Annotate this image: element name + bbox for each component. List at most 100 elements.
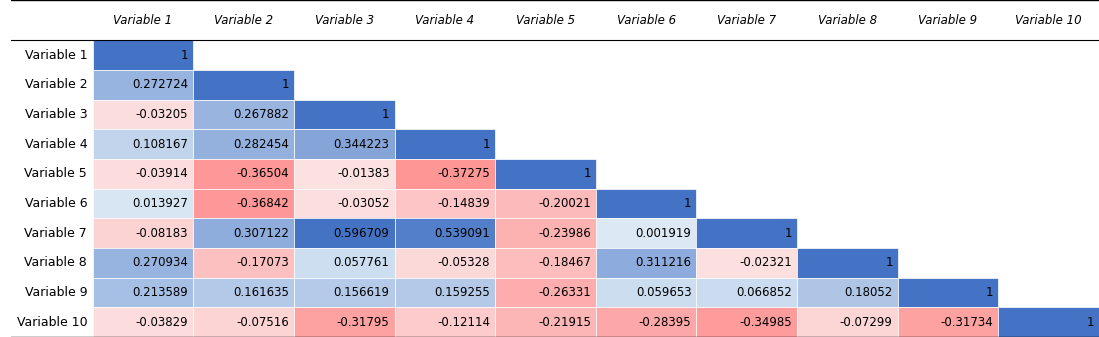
Text: -0.03829: -0.03829 <box>135 316 188 329</box>
Text: -0.14839: -0.14839 <box>437 197 490 210</box>
Text: 1: 1 <box>785 227 792 240</box>
Text: 0.066852: 0.066852 <box>736 286 792 299</box>
FancyBboxPatch shape <box>496 218 596 248</box>
FancyBboxPatch shape <box>293 218 395 248</box>
Text: -0.01383: -0.01383 <box>337 167 389 180</box>
FancyBboxPatch shape <box>92 159 193 189</box>
FancyBboxPatch shape <box>293 248 395 278</box>
FancyBboxPatch shape <box>898 278 998 307</box>
Text: -0.20021: -0.20021 <box>539 197 591 210</box>
Text: -0.03914: -0.03914 <box>135 167 188 180</box>
FancyBboxPatch shape <box>496 159 596 189</box>
FancyBboxPatch shape <box>496 278 596 307</box>
FancyBboxPatch shape <box>596 248 697 278</box>
Text: Variable 6: Variable 6 <box>617 14 676 27</box>
Text: 1: 1 <box>382 108 389 121</box>
FancyBboxPatch shape <box>496 248 596 278</box>
Text: 0.270934: 0.270934 <box>132 256 188 269</box>
FancyBboxPatch shape <box>998 307 1099 337</box>
Text: Variable 2: Variable 2 <box>24 79 87 91</box>
FancyBboxPatch shape <box>92 307 193 337</box>
Text: -0.21915: -0.21915 <box>537 316 591 329</box>
Text: -0.23986: -0.23986 <box>539 227 591 240</box>
Text: -0.07299: -0.07299 <box>840 316 892 329</box>
Text: -0.02321: -0.02321 <box>740 256 792 269</box>
Text: 1: 1 <box>584 167 591 180</box>
Text: 0.156619: 0.156619 <box>333 286 389 299</box>
FancyBboxPatch shape <box>193 129 293 159</box>
FancyBboxPatch shape <box>92 189 193 218</box>
Text: 0.18052: 0.18052 <box>844 286 892 299</box>
Text: Variable 4: Variable 4 <box>415 14 475 27</box>
FancyBboxPatch shape <box>596 218 697 248</box>
Text: Variable 8: Variable 8 <box>24 256 87 269</box>
Text: -0.17073: -0.17073 <box>236 256 289 269</box>
FancyBboxPatch shape <box>395 159 496 189</box>
Text: 1: 1 <box>684 197 691 210</box>
FancyBboxPatch shape <box>697 248 797 278</box>
Text: Variable 3: Variable 3 <box>314 14 374 27</box>
Text: 1: 1 <box>482 138 490 151</box>
Text: Variable 9: Variable 9 <box>24 286 87 299</box>
FancyBboxPatch shape <box>193 100 293 129</box>
FancyBboxPatch shape <box>92 278 193 307</box>
Text: Variable 10: Variable 10 <box>1015 14 1083 27</box>
Text: 0.161635: 0.161635 <box>233 286 289 299</box>
Text: Variable 10: Variable 10 <box>16 316 87 329</box>
Text: 0.057761: 0.057761 <box>334 256 389 269</box>
FancyBboxPatch shape <box>193 218 293 248</box>
Text: -0.34985: -0.34985 <box>740 316 792 329</box>
Text: Variable 1: Variable 1 <box>113 14 173 27</box>
FancyBboxPatch shape <box>92 40 193 70</box>
Text: -0.31734: -0.31734 <box>941 316 993 329</box>
Text: 0.108167: 0.108167 <box>132 138 188 151</box>
FancyBboxPatch shape <box>496 189 596 218</box>
FancyBboxPatch shape <box>193 159 293 189</box>
FancyBboxPatch shape <box>697 278 797 307</box>
Text: Variable 5: Variable 5 <box>515 14 575 27</box>
FancyBboxPatch shape <box>92 218 193 248</box>
Text: 0.159255: 0.159255 <box>434 286 490 299</box>
Text: -0.28395: -0.28395 <box>639 316 691 329</box>
Text: -0.36504: -0.36504 <box>236 167 289 180</box>
Text: -0.18467: -0.18467 <box>537 256 591 269</box>
FancyBboxPatch shape <box>193 278 293 307</box>
Text: -0.03205: -0.03205 <box>135 108 188 121</box>
Text: -0.31795: -0.31795 <box>336 316 389 329</box>
FancyBboxPatch shape <box>193 248 293 278</box>
FancyBboxPatch shape <box>92 100 193 129</box>
Text: Variable 5: Variable 5 <box>24 167 87 180</box>
FancyBboxPatch shape <box>797 248 898 278</box>
FancyBboxPatch shape <box>92 248 193 278</box>
Text: -0.36842: -0.36842 <box>236 197 289 210</box>
Text: Variable 1: Variable 1 <box>24 49 87 62</box>
Text: -0.26331: -0.26331 <box>539 286 591 299</box>
Text: 1: 1 <box>986 286 993 299</box>
FancyBboxPatch shape <box>293 159 395 189</box>
Text: 1: 1 <box>885 256 892 269</box>
Text: -0.08183: -0.08183 <box>135 227 188 240</box>
Text: 0.307122: 0.307122 <box>233 227 289 240</box>
FancyBboxPatch shape <box>293 129 395 159</box>
Text: 0.311216: 0.311216 <box>635 256 691 269</box>
Text: 1: 1 <box>1087 316 1094 329</box>
Text: Variable 9: Variable 9 <box>919 14 978 27</box>
FancyBboxPatch shape <box>395 278 496 307</box>
Text: Variable 2: Variable 2 <box>214 14 274 27</box>
FancyBboxPatch shape <box>596 189 697 218</box>
Text: 0.344223: 0.344223 <box>334 138 389 151</box>
Text: -0.12114: -0.12114 <box>437 316 490 329</box>
FancyBboxPatch shape <box>496 307 596 337</box>
FancyBboxPatch shape <box>193 307 293 337</box>
FancyBboxPatch shape <box>92 70 193 100</box>
FancyBboxPatch shape <box>293 307 395 337</box>
Text: 0.001919: 0.001919 <box>635 227 691 240</box>
FancyBboxPatch shape <box>697 218 797 248</box>
FancyBboxPatch shape <box>596 278 697 307</box>
Text: -0.03052: -0.03052 <box>337 197 389 210</box>
Text: 0.267882: 0.267882 <box>233 108 289 121</box>
Text: 0.213589: 0.213589 <box>133 286 188 299</box>
Text: Variable 7: Variable 7 <box>718 14 776 27</box>
Text: 0.059653: 0.059653 <box>636 286 691 299</box>
Text: -0.07516: -0.07516 <box>236 316 289 329</box>
